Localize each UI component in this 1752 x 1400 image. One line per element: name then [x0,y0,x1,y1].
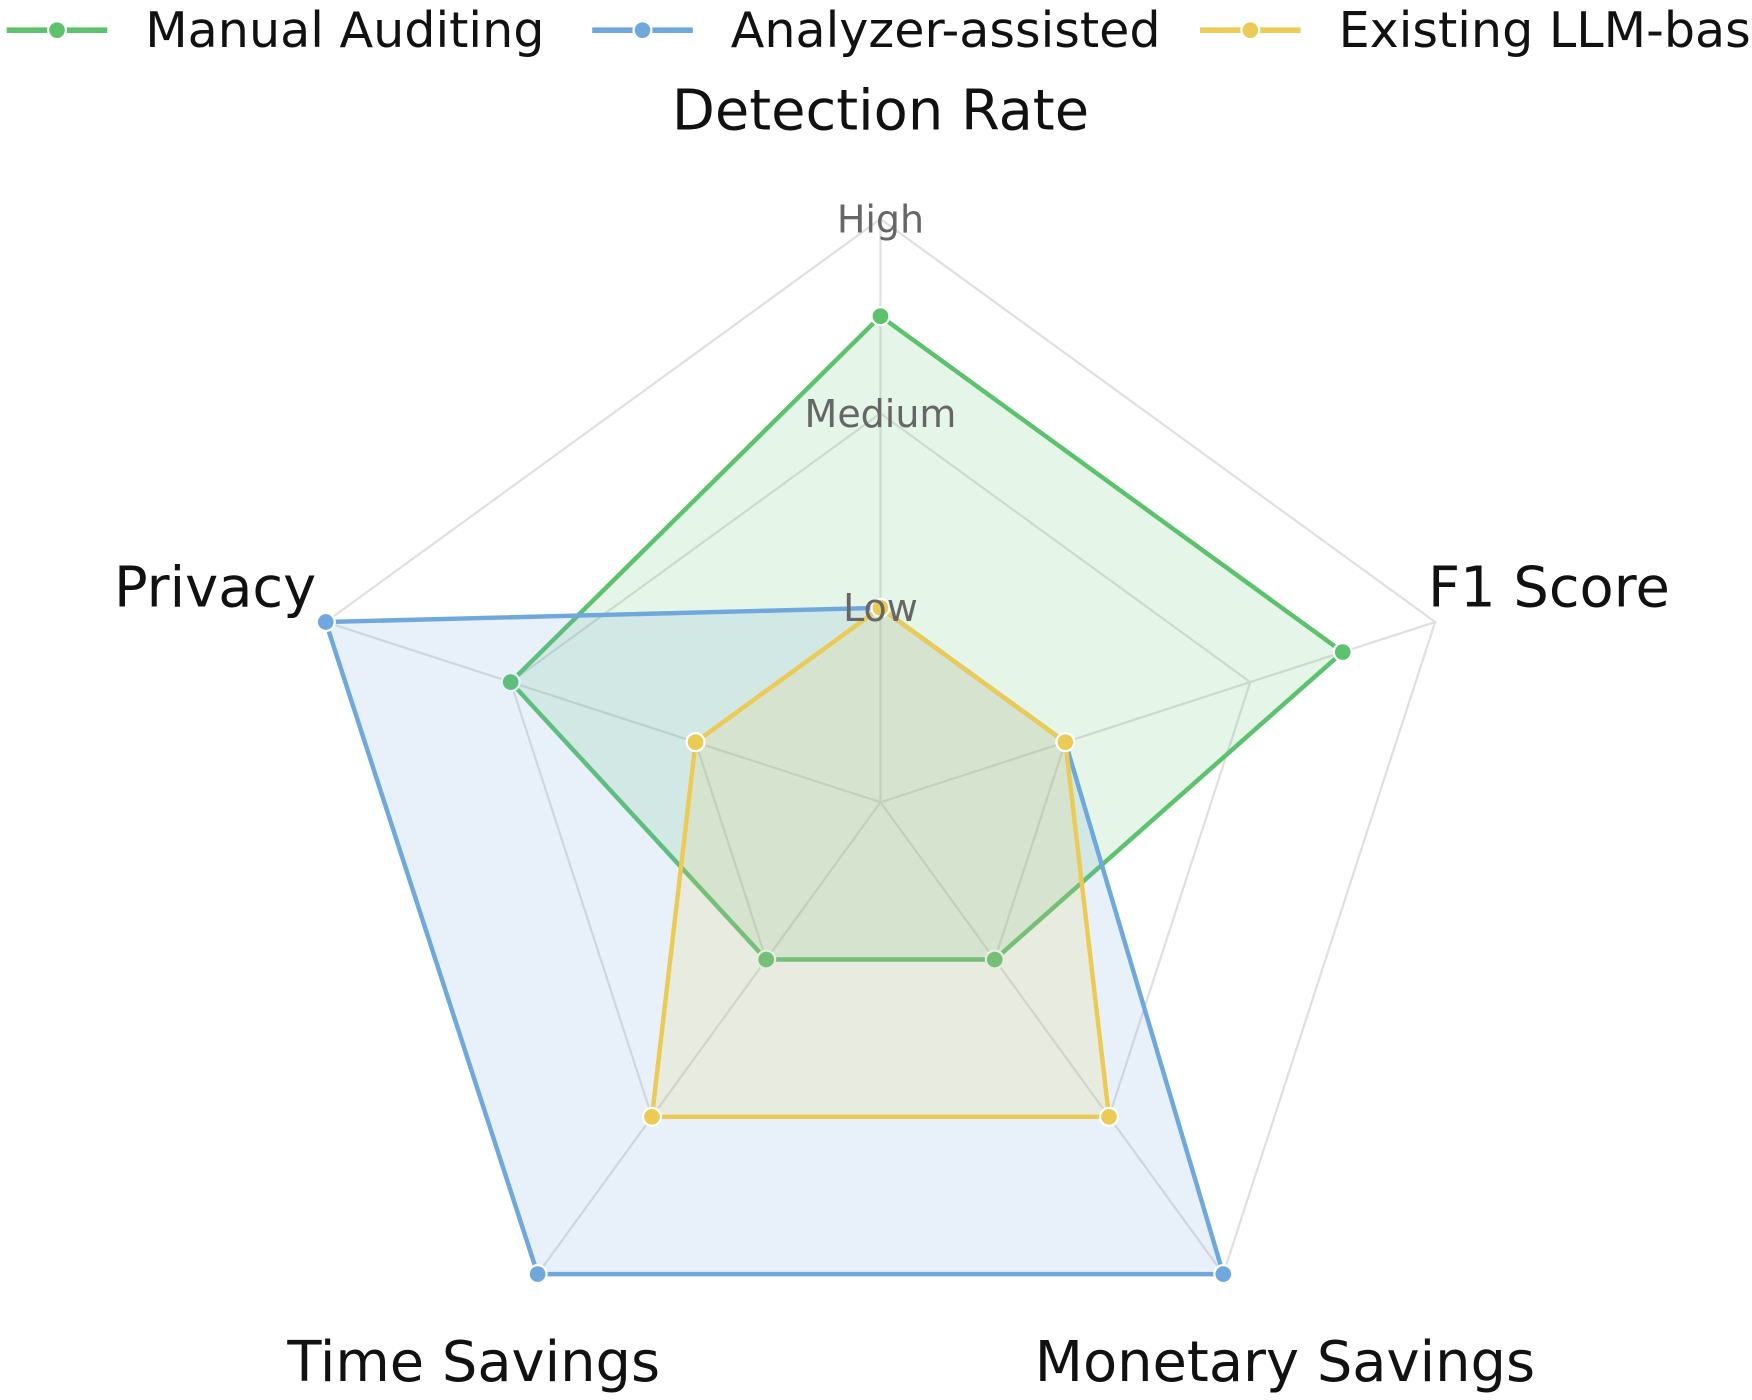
axis-label-monetary-savings: Monetary Savings [1035,1330,1535,1395]
series-manual-auditing [500,306,1353,970]
data-point[interactable] [870,306,891,327]
data-point[interactable] [756,949,777,970]
data-point[interactable] [1213,1264,1234,1285]
data-point[interactable] [1055,732,1076,753]
legend-label: Manual Auditing [145,1,544,59]
data-point[interactable] [870,597,891,618]
legend-item-analyzer-assisted[interactable]: Analyzer-assisted [592,1,1161,59]
data-point[interactable] [641,1106,662,1127]
series-layer [315,306,1353,1285]
legend-label: Analyzer-assisted [731,1,1161,59]
data-point[interactable] [685,732,706,753]
data-point[interactable] [527,1264,548,1285]
axis-label-privacy: Privacy [114,556,316,621]
data-point[interactable] [1098,1106,1120,1127]
legend-item-existing-llm-based[interactable]: Existing LLM-based [1200,1,1752,59]
axis-label-detection-rate: Detection Rate [672,79,1089,144]
axis-label-time-savings: Time Savings [286,1330,660,1395]
data-point[interactable] [984,949,1005,970]
axis-labels: Detection Rate F1 Score Monetary Savings… [114,79,1670,1395]
legend: Manual Auditing Analyzer-assisted Existi… [6,1,1752,59]
series-area [649,605,1112,1120]
axis-spoke [879,801,1225,1275]
data-point[interactable] [500,672,521,693]
ring-labels: Low Medium High [805,197,957,630]
axis-spoke [536,801,882,1275]
data-point[interactable] [315,611,336,633]
axis-spoke [325,620,881,804]
ring-label-low: Low [843,586,918,630]
legend-label: Existing LLM-based [1339,1,1752,59]
ring-label-high: High [837,197,924,241]
axis-label-f1-score: F1 Score [1428,556,1670,621]
series-area [508,313,1345,962]
series-existing-llm-based [641,597,1120,1127]
data-point[interactable] [1332,641,1353,663]
legend-item-manual-auditing[interactable]: Manual Auditing [6,1,545,59]
ring-label-medium: Medium [805,392,957,436]
